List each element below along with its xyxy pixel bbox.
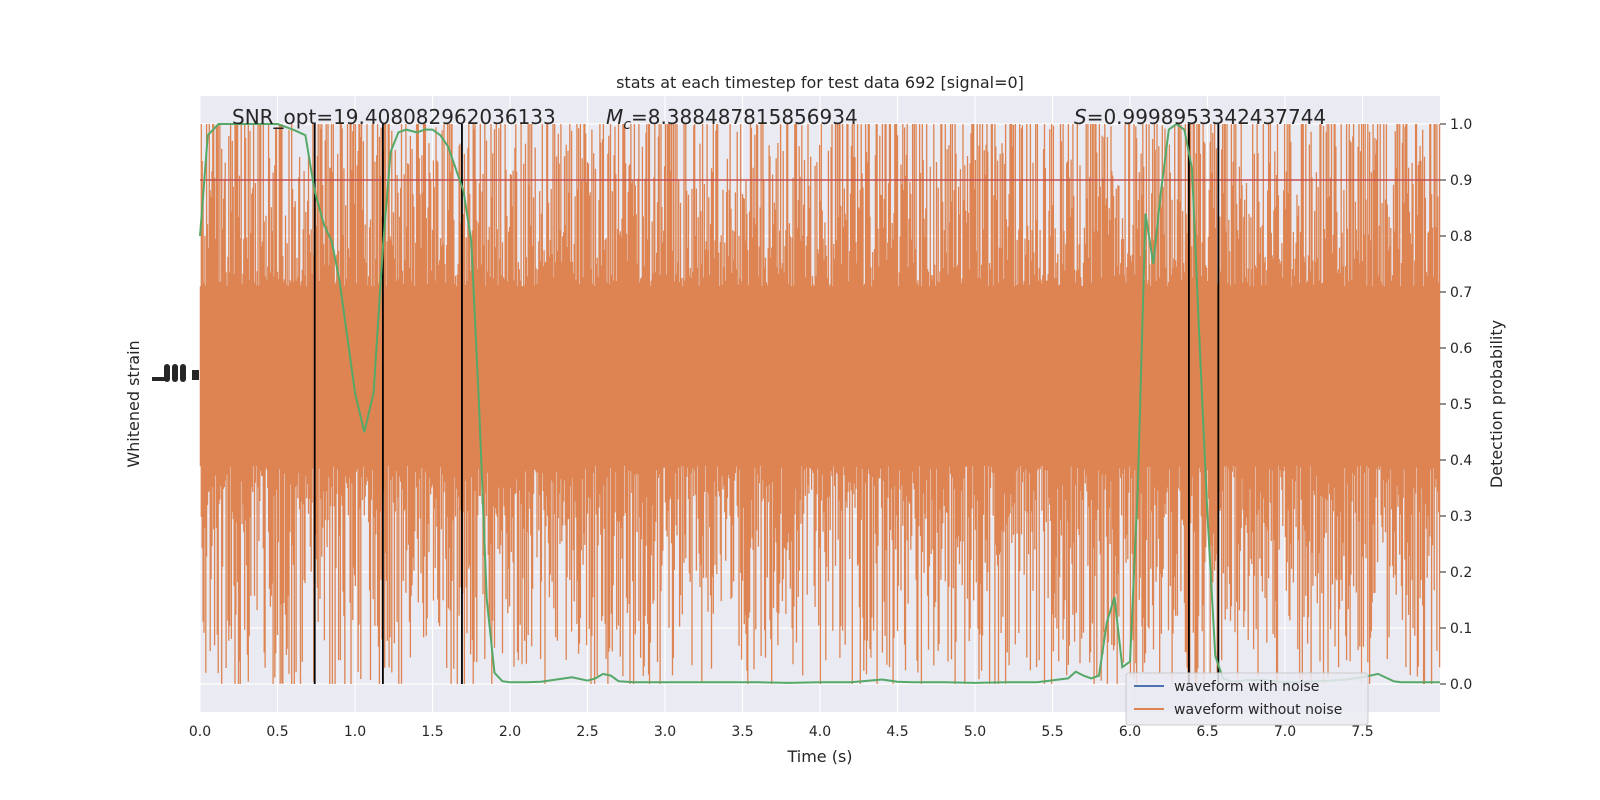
y-left-tick-glyph xyxy=(180,364,186,382)
y-tick-label: 0.3 xyxy=(1450,509,1472,525)
y-axis-left-label: Whitened strain xyxy=(124,340,143,467)
x-tick-label: 7.0 xyxy=(1274,724,1296,740)
y-tick-label: 1.0 xyxy=(1450,117,1472,133)
y-tick-label: 0.9 xyxy=(1450,173,1472,189)
x-tick-label: 1.5 xyxy=(421,724,443,740)
y-axis-right-ticks: 0.0 0.1 0.2 0.3 0.4 0.5 0.6 0.7 0.8 0.9 1.0 xyxy=(1440,117,1472,693)
x-tick-label: 0.5 xyxy=(266,724,288,740)
x-tick-label: 6.5 xyxy=(1196,724,1218,740)
x-tick-label: 5.5 xyxy=(1041,724,1063,740)
y-tick-label: 0.6 xyxy=(1450,341,1472,357)
y-left-tick-glyph xyxy=(192,370,199,380)
vertical-markers xyxy=(313,124,1220,684)
x-tick-label: 7.5 xyxy=(1351,724,1373,740)
x-axis-ticks: 0.0 0.5 1.0 1.5 2.0 2.5 3.0 3.5 4.0 4.5 5.0 5.5 6.0 6… xyxy=(189,724,1374,740)
chirp-mass-annotation: Mc=8.388487815856934 xyxy=(606,105,858,133)
y-left-tick-glyph xyxy=(164,364,170,382)
x-tick-label: 0.0 xyxy=(189,724,211,740)
y-tick-label: 0.8 xyxy=(1450,229,1472,245)
snr-annotation: SNR_opt=19.408082962036133 xyxy=(232,105,556,129)
y-axis-right-label: Detection probability xyxy=(1487,320,1506,488)
x-tick-label: 3.5 xyxy=(731,724,753,740)
y-axis-left-ticks xyxy=(152,364,199,382)
x-axis-label: Time (s) xyxy=(786,747,852,766)
legend-label-waveform-with-noise: waveform with noise xyxy=(1174,679,1319,695)
waveform-without-noise-spikes xyxy=(199,124,1441,684)
y-tick-label: 0.2 xyxy=(1450,565,1472,581)
legend: waveform with noise waveform without noi… xyxy=(1125,672,1369,726)
x-tick-label: 5.0 xyxy=(964,724,986,740)
x-tick-label: 3.0 xyxy=(654,724,676,740)
x-tick-label: 6.0 xyxy=(1119,724,1141,740)
y-tick-label: 0.1 xyxy=(1450,621,1472,637)
score-annotation: S=0.9998953342437744 xyxy=(1074,105,1326,129)
y-tick-label: 0.4 xyxy=(1450,453,1472,469)
y-tick-label: 0.0 xyxy=(1450,677,1472,693)
y-left-tick-glyph xyxy=(152,377,168,381)
x-tick-label: 2.0 xyxy=(499,724,521,740)
x-tick-label: 4.5 xyxy=(886,724,908,740)
chart-title: stats at each timestep for test data 692… xyxy=(616,73,1024,92)
legend-label-waveform-without-noise: waveform without noise xyxy=(1174,702,1342,718)
x-tick-label: 1.0 xyxy=(344,724,366,740)
y-tick-label: 0.7 xyxy=(1450,285,1472,301)
noise-spikes xyxy=(199,124,1441,684)
y-left-tick-glyph xyxy=(172,364,178,382)
legend-box xyxy=(1125,672,1369,726)
x-tick-label: 4.0 xyxy=(809,724,831,740)
x-tick-label: 2.5 xyxy=(576,724,598,740)
y-tick-label: 0.5 xyxy=(1450,397,1472,413)
